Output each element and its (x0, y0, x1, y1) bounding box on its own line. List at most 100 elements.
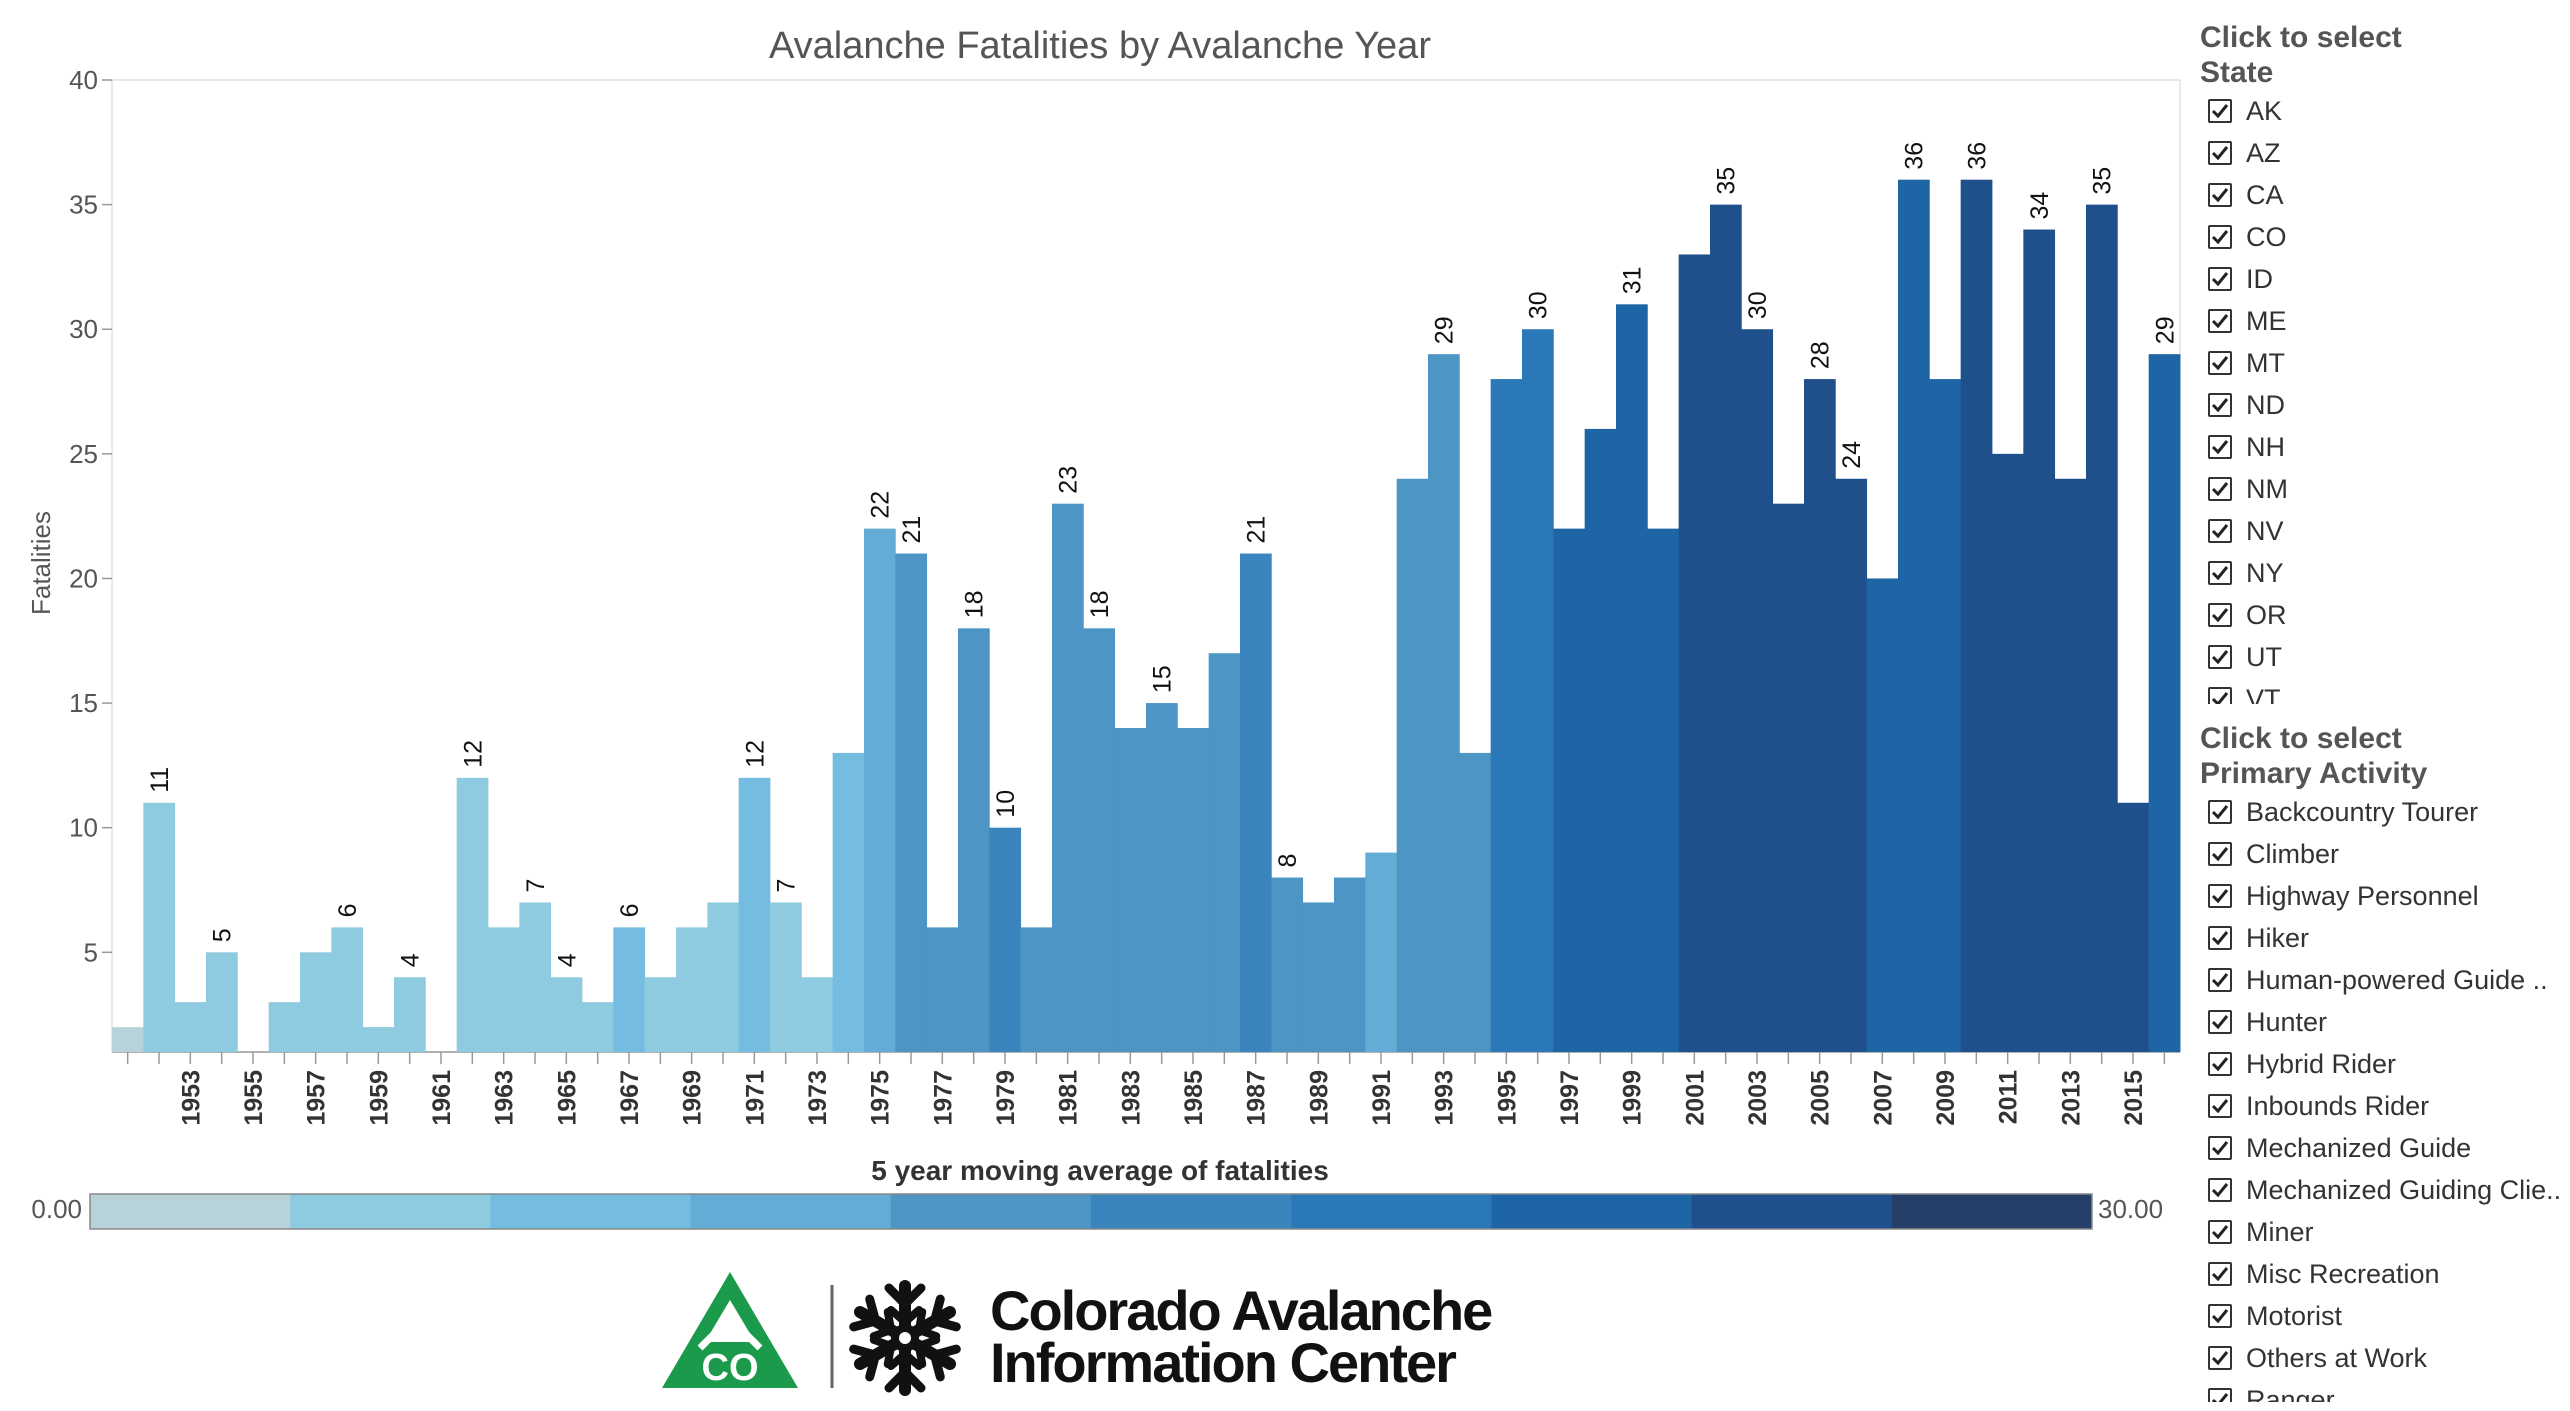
bar-1990[interactable] (1334, 877, 1366, 1052)
bar-2001[interactable] (1678, 254, 1711, 1052)
activity-filter-item[interactable]: Motorist (2200, 1295, 2570, 1337)
checkbox-checked-icon[interactable] (2208, 1052, 2232, 1076)
checkbox-checked-icon[interactable] (2208, 1178, 2232, 1202)
bar-1985[interactable] (1177, 728, 1210, 1052)
state-filter-item[interactable]: VT (2200, 678, 2570, 704)
state-filter-item[interactable]: OR (2200, 594, 2570, 636)
activity-filter-item[interactable]: Others at Work (2200, 1337, 2570, 1379)
state-filter-item[interactable]: NM (2200, 468, 2570, 510)
bar-1996[interactable] (1522, 329, 1554, 1053)
checkbox-checked-icon[interactable] (2208, 1388, 2232, 1402)
activity-filter-item[interactable]: Backcountry Tourer (2200, 791, 2570, 833)
checkbox-checked-icon[interactable] (2208, 1304, 2232, 1328)
bar-1980[interactable] (1020, 927, 1053, 1052)
bar-1978[interactable] (958, 628, 990, 1052)
bar-1963[interactable] (488, 927, 520, 1052)
bar-1952[interactable] (143, 802, 176, 1052)
checkbox-checked-icon[interactable] (2208, 1346, 2232, 1370)
checkbox-checked-icon[interactable] (2208, 1010, 2232, 1034)
checkbox-checked-icon[interactable] (2208, 1136, 2232, 1160)
bar-1971[interactable] (738, 777, 771, 1052)
bar-1965[interactable] (550, 977, 583, 1052)
bar-2000[interactable] (1647, 528, 1680, 1052)
checkbox-checked-icon[interactable] (2208, 1262, 2232, 1286)
checkbox-checked-icon[interactable] (2208, 99, 2232, 123)
checkbox-checked-icon[interactable] (2208, 603, 2232, 627)
activity-filter-item[interactable]: Misc Recreation (2200, 1253, 2570, 1295)
bar-2014[interactable] (2086, 204, 2118, 1052)
bar-1977[interactable] (926, 927, 959, 1052)
activity-filter-item[interactable]: Miner (2200, 1211, 2570, 1253)
bar-1959[interactable] (362, 1027, 395, 1052)
state-filter-item[interactable]: NY (2200, 552, 2570, 594)
bar-1987[interactable] (1240, 553, 1272, 1052)
checkbox-checked-icon[interactable] (2208, 183, 2232, 207)
state-filter-item[interactable]: CA (2200, 174, 2570, 216)
bar-1968[interactable] (644, 977, 677, 1052)
bar-1966[interactable] (582, 1002, 614, 1052)
checkbox-checked-icon[interactable] (2208, 351, 2232, 375)
checkbox-checked-icon[interactable] (2208, 141, 2232, 165)
bar-2004[interactable] (1772, 503, 1805, 1052)
bar-1970[interactable] (707, 902, 740, 1052)
bar-1957[interactable] (300, 952, 332, 1052)
activity-filter-item[interactable]: Climber (2200, 833, 2570, 875)
checkbox-checked-icon[interactable] (2208, 1094, 2232, 1118)
bar-1975[interactable] (864, 528, 896, 1052)
bar-1992[interactable] (1396, 478, 1429, 1052)
checkbox-checked-icon[interactable] (2208, 519, 2232, 543)
checkbox-checked-icon[interactable] (2208, 477, 2232, 501)
state-filter-item[interactable]: AK (2200, 90, 2570, 132)
checkbox-checked-icon[interactable] (2208, 687, 2232, 704)
activity-filter-item[interactable]: Inbounds Rider (2200, 1085, 2570, 1127)
bar-1984[interactable] (1146, 703, 1178, 1052)
bar-1967[interactable] (613, 927, 646, 1052)
bar-1964[interactable] (519, 902, 552, 1052)
checkbox-checked-icon[interactable] (2208, 393, 2232, 417)
bar-1988[interactable] (1271, 877, 1304, 1052)
checkbox-checked-icon[interactable] (2208, 800, 2232, 824)
state-filter-item[interactable]: NH (2200, 426, 2570, 468)
bar-1981[interactable] (1052, 503, 1084, 1052)
checkbox-checked-icon[interactable] (2208, 884, 2232, 908)
bar-1982[interactable] (1083, 628, 1116, 1052)
bar-1983[interactable] (1114, 728, 1147, 1052)
activity-filter-item[interactable]: Ranger (2200, 1379, 2570, 1402)
state-filter-item[interactable]: AZ (2200, 132, 2570, 174)
checkbox-checked-icon[interactable] (2208, 225, 2232, 249)
state-filter-list[interactable]: AK AZ CA CO ID ME MT ND NH NM NV NY OR UT VT (2200, 90, 2570, 704)
activity-filter-item[interactable]: Hybrid Rider (2200, 1043, 2570, 1085)
bar-1973[interactable] (801, 977, 834, 1052)
bar-2006[interactable] (1835, 478, 1868, 1052)
bar-1989[interactable] (1302, 902, 1335, 1052)
checkbox-checked-icon[interactable] (2208, 842, 2232, 866)
state-filter-item[interactable]: UT (2200, 636, 2570, 678)
state-filter-item[interactable]: MT (2200, 342, 2570, 384)
activity-filter-item[interactable]: Mechanized Guiding Clie.. (2200, 1169, 2570, 1211)
activity-filter-item[interactable]: Mechanized Guide (2200, 1127, 2570, 1169)
bar-2010[interactable] (1960, 179, 1993, 1052)
bar-2003[interactable] (1741, 329, 1774, 1053)
checkbox-checked-icon[interactable] (2208, 926, 2232, 950)
bar-1995[interactable] (1490, 379, 1523, 1053)
bar-1951[interactable] (112, 1027, 144, 1052)
state-filter-item[interactable]: NV (2200, 510, 2570, 552)
bar-1986[interactable] (1208, 653, 1241, 1052)
bar-1953[interactable] (174, 1002, 207, 1052)
checkbox-checked-icon[interactable] (2208, 561, 2232, 585)
activity-filter-list[interactable]: Backcountry Tourer Climber Highway Personn… (2200, 791, 2570, 1402)
bar-1991[interactable] (1365, 852, 1398, 1052)
bar-2007[interactable] (1866, 578, 1899, 1052)
state-filter-item[interactable]: ID (2200, 258, 2570, 300)
bar-1976[interactable] (895, 553, 928, 1052)
activity-filter-item[interactable]: Hiker (2200, 917, 2570, 959)
bar-1972[interactable] (770, 902, 802, 1052)
checkbox-checked-icon[interactable] (2208, 309, 2232, 333)
bar-1958[interactable] (331, 927, 364, 1052)
bar-1993[interactable] (1428, 354, 1460, 1052)
bar-1997[interactable] (1553, 528, 1586, 1052)
state-filter-item[interactable]: CO (2200, 216, 2570, 258)
bar-1969[interactable] (676, 927, 708, 1052)
bar-1960[interactable] (394, 977, 426, 1052)
bar-2013[interactable] (2054, 478, 2087, 1052)
